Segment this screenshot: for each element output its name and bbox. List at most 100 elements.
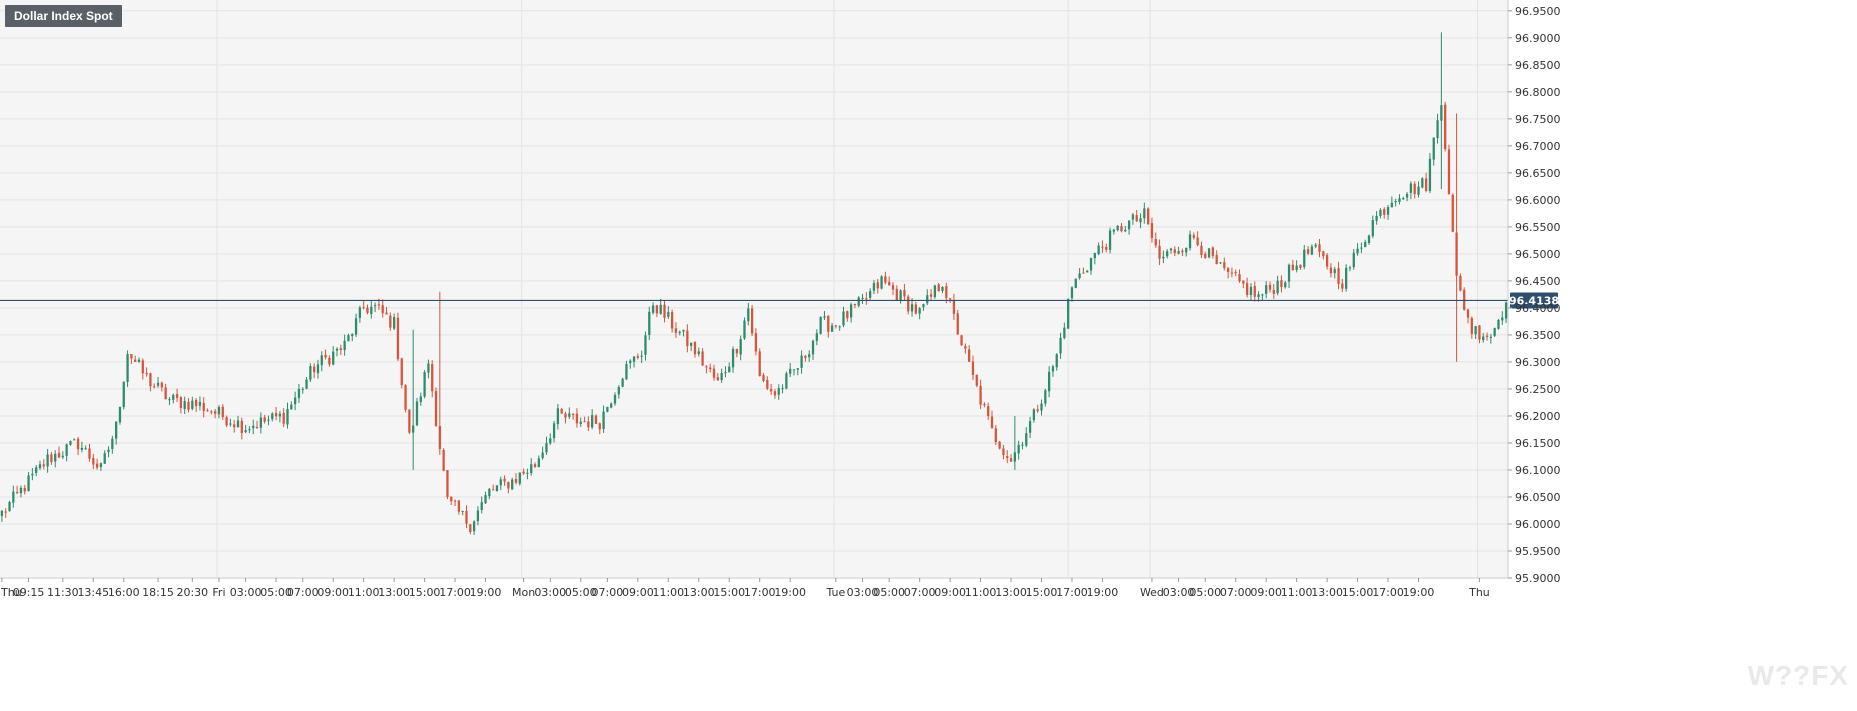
candle bbox=[827, 315, 830, 338]
candle bbox=[1489, 333, 1493, 344]
candle bbox=[663, 300, 666, 323]
candle bbox=[431, 360, 434, 398]
candle bbox=[111, 435, 114, 454]
y-axis: 95.9000 95.9500 96.0000 96.0500 96.1000 96.15… bbox=[1507, 0, 1561, 585]
candle bbox=[1127, 220, 1131, 235]
candle bbox=[686, 324, 689, 353]
candle bbox=[750, 305, 754, 337]
y-tick-label: 96.3000 bbox=[1515, 356, 1561, 369]
candle bbox=[286, 402, 289, 429]
x-tick-label: 11:00 bbox=[965, 586, 997, 599]
candle bbox=[259, 412, 262, 434]
candle bbox=[244, 424, 247, 434]
x-tick-label: 03:00 bbox=[847, 586, 879, 599]
candle bbox=[1310, 244, 1314, 256]
candle bbox=[99, 462, 103, 471]
candle bbox=[518, 472, 521, 486]
candle bbox=[716, 372, 719, 381]
candle bbox=[541, 446, 544, 460]
candle bbox=[1246, 277, 1249, 298]
candle bbox=[145, 367, 148, 377]
x-tick-label: 13:45 bbox=[77, 586, 109, 599]
candle bbox=[571, 413, 575, 420]
candle bbox=[1280, 275, 1283, 293]
x-tick-label: 18:15 bbox=[142, 586, 174, 599]
candle bbox=[1226, 266, 1230, 279]
candle bbox=[899, 289, 902, 304]
candle bbox=[1166, 249, 1169, 259]
candle bbox=[602, 405, 605, 433]
candle bbox=[381, 299, 384, 318]
x-tick-label: 19:00 bbox=[470, 586, 502, 599]
candle bbox=[278, 411, 282, 423]
candle bbox=[537, 455, 540, 468]
candle bbox=[134, 355, 137, 363]
candle bbox=[636, 353, 639, 360]
current-price-label: 96.4138 bbox=[1509, 294, 1559, 307]
candle bbox=[998, 440, 1001, 450]
candle bbox=[438, 291, 441, 456]
candle bbox=[987, 402, 990, 420]
candle bbox=[743, 317, 746, 340]
candle bbox=[670, 309, 674, 333]
candle bbox=[690, 342, 693, 352]
candle bbox=[495, 485, 499, 492]
candle bbox=[1253, 281, 1256, 302]
x-tick-label: 20:30 bbox=[176, 586, 208, 599]
x-tick-label: 19:00 bbox=[1403, 586, 1435, 599]
candle bbox=[1097, 242, 1100, 256]
candle bbox=[1463, 287, 1466, 311]
candle bbox=[1364, 239, 1367, 248]
candle bbox=[591, 409, 594, 430]
candle bbox=[221, 404, 224, 420]
candle bbox=[1470, 316, 1473, 339]
x-tick-label: Mon bbox=[512, 586, 535, 599]
candle bbox=[362, 301, 365, 310]
candle bbox=[838, 325, 841, 331]
candle bbox=[632, 356, 636, 368]
candle bbox=[408, 409, 411, 435]
candle bbox=[305, 376, 308, 390]
y-tick-label: 96.9500 bbox=[1515, 5, 1561, 18]
candle bbox=[1306, 246, 1310, 256]
x-tick-label: 07:00 bbox=[287, 586, 319, 599]
candle bbox=[1025, 427, 1028, 448]
candle bbox=[964, 343, 967, 354]
candle bbox=[1261, 293, 1264, 300]
x-tick-label: 03:00 bbox=[1163, 586, 1195, 599]
candle bbox=[95, 458, 99, 470]
x-tick-label: Thu bbox=[0, 586, 22, 599]
candle bbox=[469, 523, 472, 535]
candle bbox=[568, 407, 571, 419]
y-tick-label: 96.1500 bbox=[1515, 437, 1561, 450]
candle bbox=[697, 347, 700, 357]
candle bbox=[4, 508, 7, 518]
candle bbox=[994, 425, 997, 446]
candle bbox=[366, 304, 369, 315]
candle bbox=[126, 350, 129, 388]
candle bbox=[240, 417, 243, 440]
y-tick-label: 96.0000 bbox=[1515, 518, 1561, 531]
candle bbox=[819, 316, 822, 335]
candle bbox=[1501, 311, 1504, 325]
candle bbox=[1341, 278, 1344, 293]
candle bbox=[122, 381, 125, 410]
candle bbox=[1375, 211, 1378, 225]
x-tick-label: 17:00 bbox=[1056, 586, 1088, 599]
x-tick-label: 13:00 bbox=[683, 586, 715, 599]
candle bbox=[1139, 213, 1142, 229]
candle bbox=[1169, 247, 1173, 254]
candle bbox=[800, 350, 803, 374]
candle bbox=[857, 296, 860, 308]
candle bbox=[19, 485, 23, 498]
candle bbox=[834, 324, 838, 329]
candle bbox=[1265, 281, 1268, 299]
candle bbox=[781, 384, 784, 394]
candle bbox=[1204, 251, 1207, 259]
candle bbox=[1337, 261, 1340, 290]
candle bbox=[895, 285, 898, 302]
candle bbox=[888, 276, 891, 286]
grid-lines bbox=[0, 0, 1508, 579]
candle bbox=[328, 355, 331, 367]
candle bbox=[952, 293, 956, 321]
